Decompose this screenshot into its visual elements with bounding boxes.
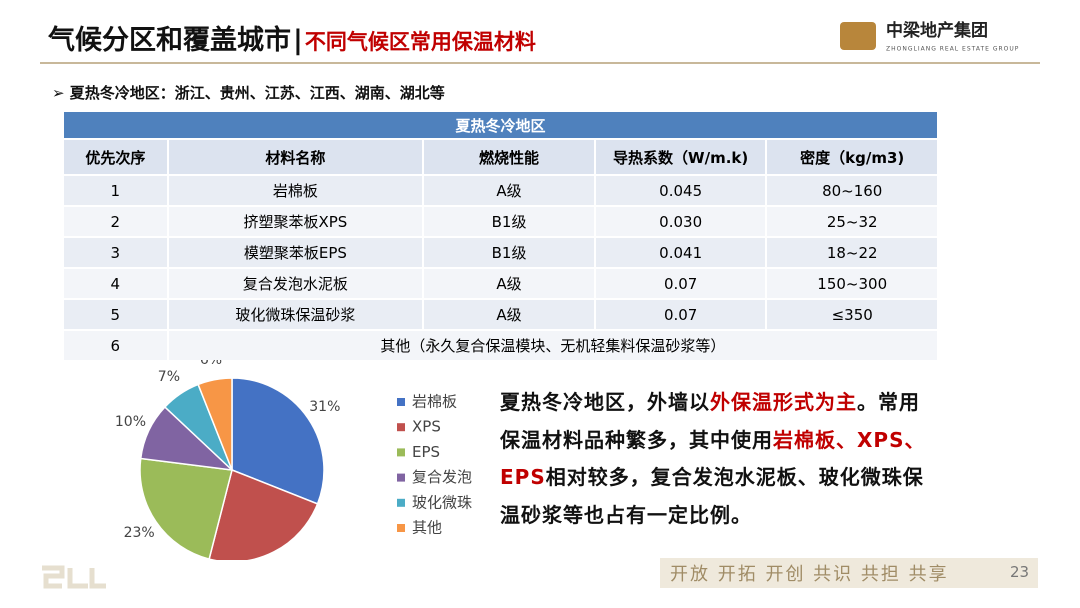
legend-label: 复合发泡 [412, 468, 472, 486]
table-row: 6 其他（永久复合保温模块、无机轻集料保温砂浆等） [64, 331, 939, 360]
data-label: 23% [124, 525, 155, 541]
table-cell: A级 [424, 300, 596, 329]
column-header: 优先次序 [64, 140, 169, 174]
legend-label: 岩棉板 [412, 393, 457, 411]
paragraph: 夏热冬冷地区，外墙以外保温形式为主。常用保温材料品种繁多，其中使用岩棉板、XPS… [500, 384, 930, 534]
table-cell: 3 [64, 238, 169, 267]
pie-slice [231, 377, 325, 505]
legend-swatch [397, 498, 405, 507]
table-cell: 玻化微珠保温砂浆 [168, 300, 425, 329]
table-cell: 岩棉板 [168, 176, 425, 205]
table-cell: 其他（永久复合保温模块、无机轻集料保温砂浆等） [168, 331, 939, 360]
logo: 中梁地产集团 ZHONGLIANG REAL ESTATE GROUP [840, 20, 1019, 53]
pie-slice [139, 457, 233, 560]
legend-label: 玻化微珠 [412, 493, 472, 511]
table-cell: 0.030 [595, 207, 768, 236]
column-header: 密度（kg/m3) [767, 140, 939, 174]
legend-label: EPS [412, 443, 440, 461]
table-cell: 2 [64, 207, 169, 236]
table-row: 4 复合发泡水泥板 A级 0.07 150~300 [64, 269, 939, 298]
legend-swatch [397, 524, 405, 532]
header-rule [40, 62, 1040, 64]
data-label: 31% [309, 399, 340, 415]
table-cell: 0.041 [595, 238, 768, 267]
paragraph-segment: 夏热冬冷地区，外墙以 [500, 390, 710, 414]
table-row: 2 挤塑聚苯板XPS B1级 0.030 25~32 [64, 207, 939, 236]
column-header: 导热系数（W/m.k) [595, 140, 768, 174]
paragraph-segment: 相对较多，复合发泡水泥板、玻化微珠保温砂浆等也占有一定比例。 [500, 465, 924, 527]
table-cell: 模塑聚苯板EPS [168, 238, 425, 267]
subtitle: 不同气候区常用保温材料 [304, 30, 536, 54]
column-header: 材料名称 [168, 140, 425, 174]
table-cell: B1级 [424, 207, 596, 236]
table-cell: A级 [424, 269, 596, 298]
data-label: 7% [158, 369, 180, 385]
legend-label: XPS [412, 418, 441, 436]
table-cell: 0.07 [595, 300, 768, 329]
table-cell: 6 [64, 331, 169, 360]
section-heading: ➢ 夏热冬冷地区：浙江、贵州、江苏、江西、湖南、湖北等 [52, 84, 445, 102]
table-cell: 5 [64, 300, 169, 329]
pie-slice [197, 377, 233, 471]
slogan: 开放 开拓 开创 共识 共担 共享 [670, 564, 949, 585]
table-cell: 0.045 [595, 176, 768, 205]
table-cell: 复合发泡水泥板 [168, 269, 425, 298]
table-cell: A级 [424, 176, 596, 205]
legend-swatch [397, 448, 405, 457]
table-row: 3 模塑聚苯板EPS B1级 0.041 18~22 [64, 238, 939, 267]
logo-en: ZHONGLIANG REAL ESTATE GROUP [886, 46, 1019, 53]
header-row: 优先次序 材料名称 燃烧性能 导热系数（W/m.k) 密度（kg/m3) [64, 140, 939, 174]
title: 气候分区和覆盖城市|不同气候区常用保温材料 [48, 18, 536, 57]
legend-swatch [397, 473, 405, 482]
logo-icon [840, 22, 876, 50]
separator: | [293, 25, 303, 56]
table-cell: 25~32 [767, 207, 939, 236]
table-cell: 0.07 [595, 269, 768, 298]
table: 夏热冬冷地区 优先次序 材料名称 燃烧性能 导热系数（W/m.k) 密度（kg/m3) 1 岩… [64, 110, 939, 362]
table-cell: ≤350 [767, 300, 939, 329]
title-text: 气候分区和覆盖城市 [48, 25, 291, 56]
paragraph-segment: 。常用保温材料品种繁多，其中使用 [500, 390, 920, 452]
legend-swatch [397, 423, 405, 432]
data-label: 10% [115, 414, 146, 430]
paragraph-segment: 岩棉板、XPS、EPS [500, 427, 926, 490]
column-header: 燃烧性能 [424, 140, 596, 174]
table-cell: 18~22 [767, 238, 939, 267]
table-caption: 夏热冬冷地区 [64, 112, 939, 138]
caption-row: 夏热冬冷地区 [64, 112, 939, 138]
paragraph-segment: 外保温形式为主 [710, 390, 857, 414]
table-cell: 150~300 [767, 269, 939, 298]
table-row: 5 玻化微珠保温砂浆 A级 0.07 ≤350 [64, 300, 939, 329]
footer-logo [42, 565, 106, 589]
table-cell: 4 [64, 269, 169, 298]
data-label: 6% [200, 360, 222, 368]
section-text: 夏热冬冷地区：浙江、贵州、江苏、江西、湖南、湖北等 [69, 84, 445, 102]
table-row: 1 岩棉板 A级 0.045 80~160 [64, 176, 939, 205]
pie-slice [208, 468, 319, 560]
page-number: 23 [1010, 563, 1030, 581]
footer-band [660, 558, 1038, 588]
legend-label: 其他 [412, 519, 442, 537]
table-cell: 挤塑聚苯板XPS [168, 207, 425, 236]
table-cell: B1级 [424, 238, 596, 267]
table-cell: 80~160 [767, 176, 939, 205]
table-cell: 1 [64, 176, 169, 205]
legend-swatch [397, 398, 405, 406]
logo-name: 中梁地产集团 [886, 20, 988, 41]
